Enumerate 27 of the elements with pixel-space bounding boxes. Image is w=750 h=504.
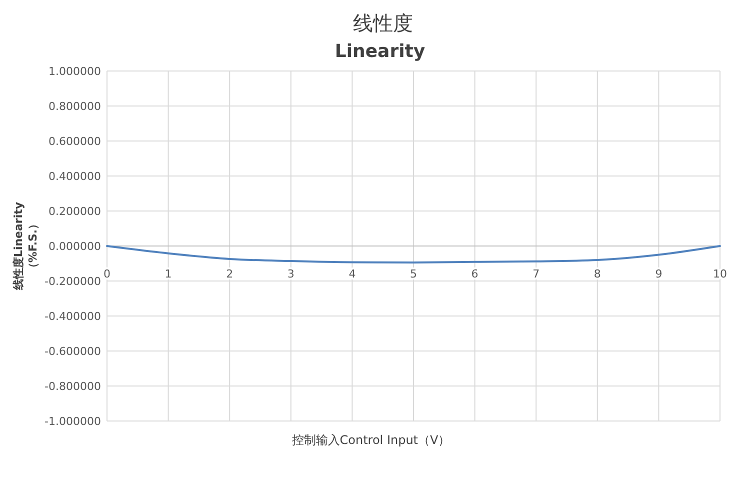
y-tick-label: 0.400000 (48, 170, 101, 183)
y-tick-label: -0.200000 (44, 274, 101, 288)
x-axis-title: 控制输入Control Input（V） (292, 433, 450, 447)
x-tick-label: 2 (226, 267, 234, 280)
y-tick-label: -1.000000 (44, 414, 101, 428)
y-tick-label: 0.600000 (48, 134, 101, 148)
x-tick-label: 8 (594, 267, 601, 280)
chart-title: 线性度 (353, 11, 413, 35)
x-tick-label: 0 (104, 267, 110, 280)
y-tick-label: -0.800000 (44, 380, 101, 393)
chart-subtitle: Linearity (334, 41, 426, 62)
y-tick-label: 0.800000 (48, 100, 101, 113)
x-tick-label: 9 (655, 267, 662, 280)
y-tick-label: -0.600000 (44, 344, 101, 358)
y-tick-label: 1.000000 (48, 64, 101, 78)
x-tick-label: 6 (471, 267, 478, 280)
y-tick-label: 0.200000 (48, 204, 101, 218)
x-tick-label: 7 (532, 267, 540, 280)
line-series (106, 245, 721, 264)
x-tick-label: 1 (164, 267, 172, 280)
x-tick-label: 4 (348, 267, 356, 280)
y-tick-label: 0.000000 (48, 240, 101, 253)
y-axis-title: 线性度Linearity （%F.S.） (12, 202, 40, 292)
y-tick-label: -0.400000 (44, 310, 101, 323)
x-tick-label: 3 (287, 267, 294, 280)
x-tick-label: 5 (410, 267, 417, 280)
x-tick-label: 10 (713, 267, 727, 280)
